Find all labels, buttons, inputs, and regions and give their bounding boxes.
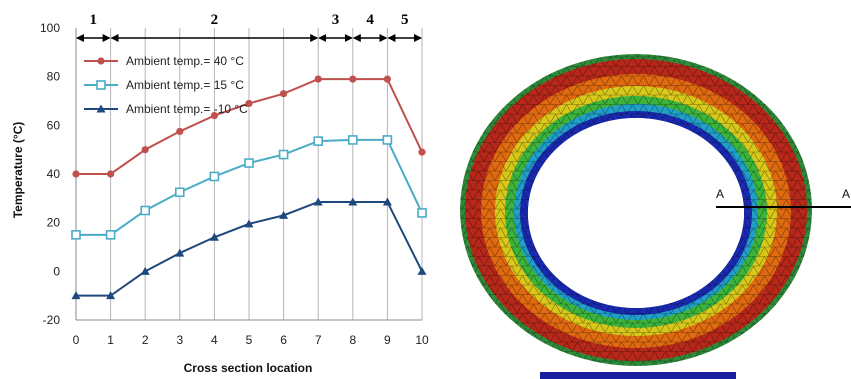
zone-label-1: 1 [90, 12, 98, 28]
zone-annotations: 1 2 3 4 5 [76, 12, 422, 42]
series-1 [71, 135, 427, 240]
data-point-2-7 [313, 197, 323, 206]
chart-legend: Ambient temp.= 40 °C Ambient temp.= 15 °C… [84, 54, 248, 116]
pipe-bore [528, 118, 744, 308]
x-tick-label-2: 2 [142, 333, 149, 347]
legend-marker-0 [97, 57, 105, 65]
chart-gridlines [75, 28, 423, 320]
x-tick-label-7: 7 [315, 333, 322, 347]
y-tick-label-3: 40 [47, 167, 61, 181]
section-label-left: A [716, 187, 724, 201]
x-tick-label-5: 5 [246, 333, 253, 347]
data-point-2-8 [348, 197, 358, 206]
data-point-0-2 [141, 146, 149, 154]
data-point-0-8 [349, 75, 357, 83]
zone-label-5: 5 [401, 12, 409, 28]
data-point-2-1 [106, 291, 116, 300]
chart-axes: 0 1 2 3 4 5 6 7 8 9 10 -20 0 20 40 60 80 100 [40, 21, 429, 347]
zone-label-3: 3 [332, 12, 340, 28]
x-tick-label-10: 10 [415, 333, 429, 347]
zone-label-4: 4 [366, 12, 374, 28]
data-point-0-6 [280, 90, 288, 98]
data-point-1-9 [382, 135, 393, 145]
data-point-2-4 [209, 232, 219, 241]
section-label-right: A [842, 187, 850, 201]
data-point-1-0 [71, 230, 81, 240]
data-point-2-2 [140, 266, 150, 275]
data-point-1-1 [105, 230, 116, 240]
series-2 [71, 197, 427, 300]
temperature-chart: 1 2 3 4 5 0 1 2 3 4 5 6 7 8 9 10 -20 0 20 40 60 80 100 Ambien… [11, 12, 429, 375]
data-point-2-3 [175, 248, 185, 257]
x-tick-label-0: 0 [73, 333, 80, 347]
data-point-0-5 [245, 99, 253, 108]
data-point-2-10 [417, 266, 427, 275]
x-tick-label-1: 1 [107, 333, 114, 347]
y-tick-label-1: 0 [53, 264, 60, 278]
data-point-0-0 [72, 170, 80, 178]
y-tick-label-2: 20 [47, 216, 61, 230]
data-point-0-4 [210, 112, 218, 120]
data-point-1-8 [347, 135, 358, 145]
data-point-2-9 [382, 197, 392, 206]
data-point-1-3 [175, 187, 185, 198]
data-point-0-3 [176, 127, 184, 136]
data-point-0-7 [314, 75, 322, 83]
y-tick-label-0: -20 [43, 313, 61, 327]
x-tick-label-6: 6 [280, 333, 287, 347]
legend-label-2: Ambient temp.= -10 °C [126, 102, 248, 116]
zone-label-2: 2 [211, 12, 219, 28]
y-tick-label-5: 80 [47, 70, 61, 84]
legend-label-0: Ambient temp.= 40 °C [126, 54, 244, 68]
data-point-1-6 [278, 149, 289, 160]
data-point-2-6 [279, 210, 289, 219]
y-tick-label-4: 60 [47, 118, 61, 132]
data-point-2-0 [71, 291, 81, 300]
x-tick-label-8: 8 [349, 333, 356, 347]
series-0 [72, 75, 426, 178]
support-base [540, 372, 736, 379]
x-tick-label-9: 9 [384, 333, 391, 347]
cross-section-mesh: A A [440, 0, 851, 379]
data-point-1-2 [140, 205, 150, 216]
x-axis-title: Cross section location [184, 361, 313, 375]
data-point-2-5 [244, 219, 254, 228]
data-point-1-4 [209, 171, 220, 182]
legend-marker-1 [96, 80, 106, 90]
y-axis-title: Temperature (°C) [11, 122, 25, 219]
data-point-0-10 [418, 148, 426, 156]
y-tick-label-6: 100 [40, 21, 60, 35]
x-tick-label-4: 4 [211, 333, 218, 347]
legend-label-1: Ambient temp.= 15 °C [126, 78, 244, 92]
legend-marker-2 [96, 104, 106, 113]
data-point-0-1 [107, 170, 115, 178]
x-tick-label-3: 3 [176, 333, 183, 347]
data-point-1-7 [313, 136, 324, 146]
data-point-0-9 [383, 75, 391, 83]
data-point-1-10 [417, 208, 427, 218]
chart-series [71, 75, 427, 300]
data-point-1-5 [244, 158, 254, 168]
